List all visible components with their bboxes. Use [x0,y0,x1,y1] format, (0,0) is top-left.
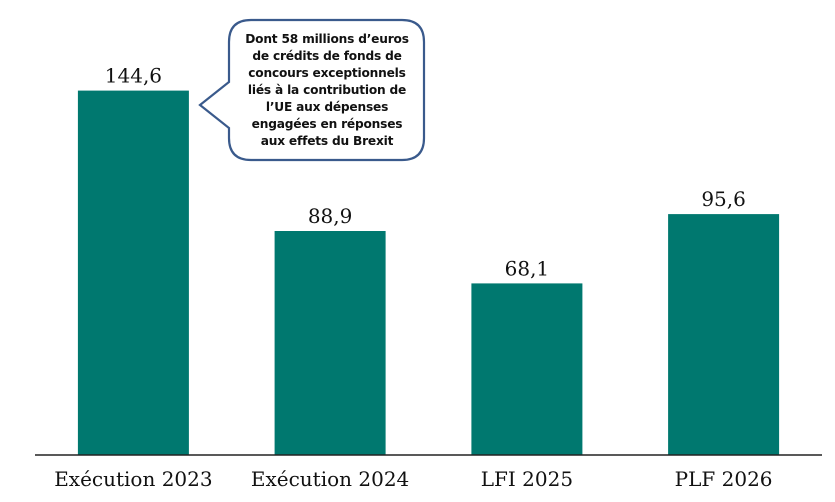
value-labels-group: 144,6 88,9 68,1 95,6 [105,64,746,281]
category-label-2: Exécution 2024 [251,467,409,491]
bars-group [77,90,780,455]
category-label-1: Exécution 2023 [54,467,212,491]
category-labels-group: Exécution 2023 Exécution 2024 LFI 2025 PLF … [54,467,772,491]
callout-annotation-text: Dont 58 millions d’euros de crédits de f… [245,31,409,148]
value-label-4: 95,6 [701,187,746,211]
category-label-4: PLF 2026 [675,467,773,491]
category-label-3: LFI 2025 [481,467,573,491]
callout-bubble [198,18,426,162]
bar-2 [274,231,386,455]
value-label-3: 68,1 [505,256,550,280]
value-label-2: 88,9 [308,204,353,228]
bar-3 [471,283,583,455]
bar-1 [77,90,189,455]
bar-4 [668,214,780,455]
value-label-1: 144,6 [105,64,162,88]
